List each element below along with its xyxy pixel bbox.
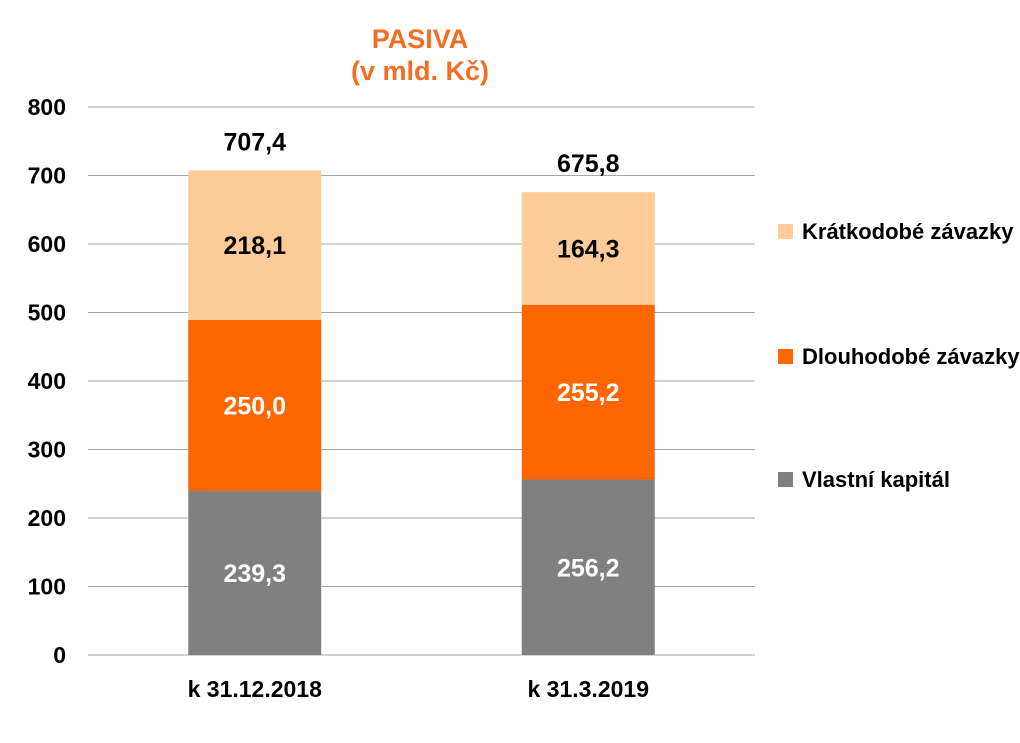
bar-segment [521,192,655,305]
data-label: 255,2 [557,379,620,407]
y-tick-label: 400 [28,368,66,394]
data-label: 250,0 [223,392,286,420]
x-tick-label: k 31.3.2019 [527,676,649,702]
data-label: 164,3 [557,235,620,263]
y-tick-label: 300 [28,437,66,463]
legend-swatch [778,349,793,364]
y-tick-label: 700 [28,163,66,189]
legend-label: Dlouhodobé závazky [802,344,1020,369]
legend-swatch [778,472,793,487]
total-label: 707,4 [223,128,286,156]
total-label: 675,8 [557,150,620,178]
data-label: 218,1 [223,232,286,260]
bar-segment [188,170,322,320]
chart-subtitle: (v mld. Kč) [350,56,490,86]
bar-segment [188,319,322,492]
y-tick-label: 600 [28,231,66,257]
bar-segment [188,491,322,655]
legend-label: Krátkodobé závazky [802,219,1014,244]
y-tick-label: 800 [28,94,66,120]
legend-label: Vlastní kapitál [802,467,950,492]
chart-title: PASIVA [371,24,469,54]
y-tick-label: 0 [53,642,66,668]
bar-segment [521,479,655,655]
data-label: 239,3 [223,560,286,588]
x-tick-label: k 31.12.2018 [188,676,323,702]
data-label: 256,2 [557,554,620,582]
legend-swatch [778,224,793,239]
y-tick-label: 500 [28,300,66,326]
bar-segment [521,304,655,480]
y-tick-label: 200 [28,505,66,531]
y-tick-label: 100 [28,574,66,600]
